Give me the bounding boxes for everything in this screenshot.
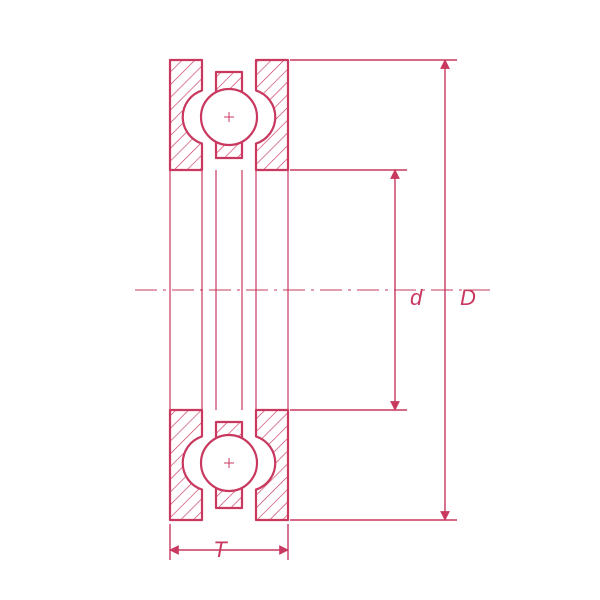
dimension-label-T: T — [213, 537, 228, 562]
washer-section — [256, 410, 288, 520]
washer-section — [170, 410, 202, 520]
washer-section — [256, 60, 288, 170]
dimension-label-D: D — [460, 285, 476, 310]
bearing-cross-section-diagram: T Dd — [0, 0, 600, 600]
dimension-label-d: d — [410, 285, 423, 310]
washer-section — [170, 60, 202, 170]
